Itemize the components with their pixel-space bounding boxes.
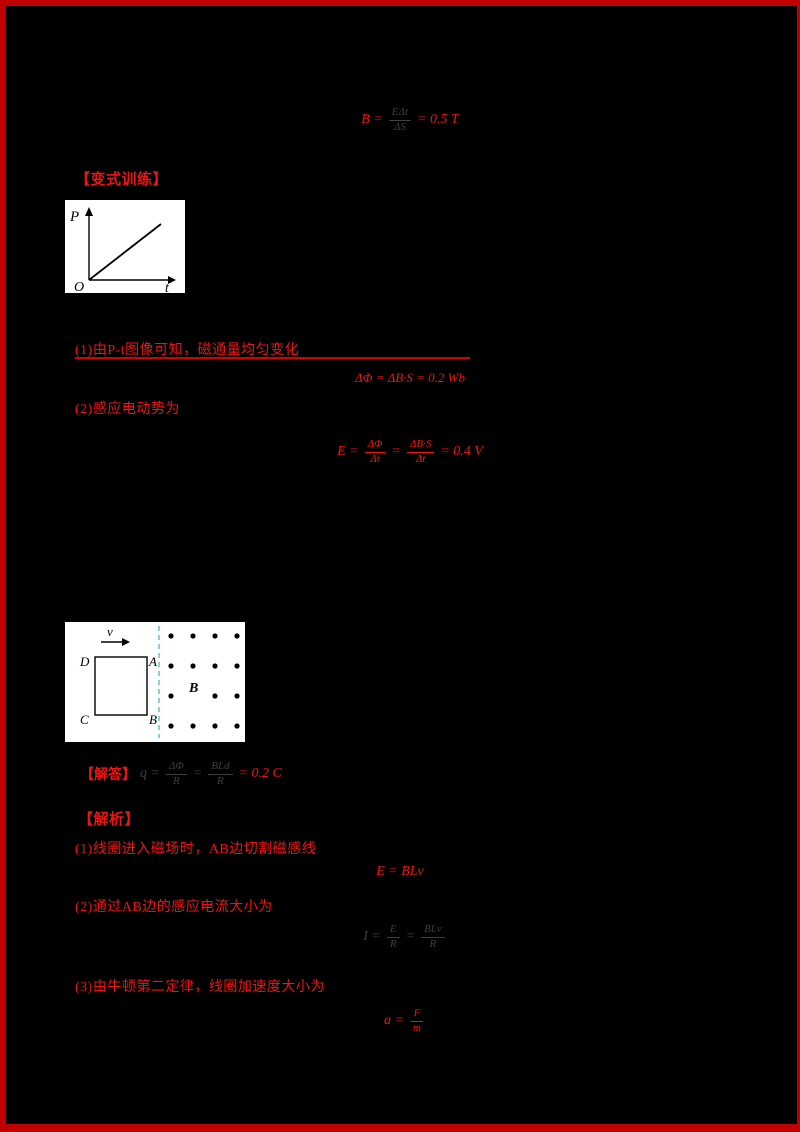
fraction: E R — [385, 923, 402, 950]
fraction-numerator: EΔt — [388, 106, 411, 121]
answer-label: 【解答】 — [80, 768, 136, 783]
formula-flux-change: ΔΦ = ΔB·S = 0.2 Wb — [330, 368, 490, 388]
fraction: ΔB·S Δt — [405, 438, 436, 465]
page-border-top — [0, 0, 800, 6]
fraction-numerator: BLd — [208, 760, 233, 775]
velocity-arrow-head — [122, 638, 130, 646]
corner-label-d: D — [79, 654, 90, 669]
answer-line: 【解答】 q = ΔΦ R = BLd R = 0.2 C — [78, 756, 284, 792]
x-axis-arrow — [168, 276, 176, 284]
corner-label-b: B — [149, 712, 157, 727]
analysis-label: 【解析】 — [78, 812, 141, 828]
section-header: 【变式训练】 — [75, 172, 169, 188]
corner-label-c: C — [80, 712, 89, 727]
formula-lhs: I = — [363, 929, 381, 944]
fraction-denominator: R — [429, 937, 437, 950]
formula-lhs: a = — [384, 1013, 404, 1028]
formula-lhs: q = — [140, 766, 160, 781]
analysis-step2-text: (2)通过AB边的感应电流大小为 — [75, 900, 273, 915]
fraction: ΔΦ R — [164, 760, 189, 787]
fraction-denominator: Δt — [415, 452, 426, 465]
graph-y-label: P — [69, 209, 79, 225]
analysis-step1-text: (1)线圈进入磁场时，AB边切割磁感线 — [75, 842, 317, 857]
fraction-denominator: R — [173, 774, 180, 787]
graph-origin-label: O — [74, 280, 84, 293]
fraction-denominator: ΔS — [393, 120, 406, 133]
y-axis-arrow — [85, 207, 93, 216]
formula-equals: = — [391, 444, 401, 459]
solution-step1-text: (1)由P-t图像可知，磁通量均匀变化 — [75, 343, 300, 358]
fraction: ΔΦ Δt — [363, 438, 388, 465]
corner-label-a: A — [148, 654, 157, 669]
fraction-numerator: BLv — [421, 923, 445, 938]
formula-flux-density: B = EΔt ΔS = 0.5 T — [325, 100, 495, 140]
formula-rhs: = 0.5 T — [417, 112, 459, 127]
formula-equals: = — [192, 766, 203, 781]
fraction-denominator: m — [413, 1021, 421, 1034]
pt-graph-svg: P O t — [69, 207, 176, 296]
coil-field-svg: v D A C B B — [79, 624, 240, 738]
formula-rhs: = 0.4 V — [440, 444, 483, 459]
fraction-numerator: E — [386, 923, 400, 938]
page-border-bottom — [0, 1124, 800, 1132]
fraction-numerator: F — [410, 1007, 424, 1022]
field-dots — [168, 633, 240, 729]
red-underline — [75, 357, 470, 359]
analysis-step3-text: (3)由牛顿第二定律，线圈加速度大小为 — [75, 980, 325, 995]
coil-field-figure: v D A C B B — [65, 622, 245, 742]
formula-emf-blv: E = BLv — [345, 862, 455, 882]
fraction-numerator: ΔΦ — [364, 438, 386, 453]
fraction: F m — [408, 1007, 426, 1034]
fraction: EΔt ΔS — [387, 106, 413, 133]
page-border-left — [0, 0, 6, 1132]
coil-square — [94, 656, 148, 716]
graph-x-label: t — [165, 281, 170, 293]
fraction-denominator: R — [217, 774, 224, 787]
graph-line — [88, 223, 162, 281]
fraction-numerator: ΔΦ — [165, 760, 187, 775]
fraction-denominator: R — [389, 937, 397, 950]
fraction: BLd R — [206, 760, 234, 787]
formula-acceleration: a = F m — [365, 1004, 445, 1038]
formula-text: ΔΦ = ΔB·S = 0.2 Wb — [355, 370, 465, 385]
page-border-right — [797, 0, 800, 1132]
formula-equals: = — [405, 929, 416, 944]
field-label: B — [188, 681, 198, 696]
velocity-label: v — [107, 624, 113, 639]
formula-emf: E = ΔΦ Δt = ΔB·S Δt = 0.4 V — [310, 433, 510, 471]
fraction-denominator: Δt — [370, 452, 380, 465]
fraction: BLv R — [419, 923, 447, 950]
pt-graph-figure: P O t — [65, 200, 185, 296]
fraction-numerator: ΔB·S — [406, 438, 435, 453]
solution-step2-text: (2)感应电动势为 — [75, 402, 180, 417]
formula-current: I = E R = BLv R — [325, 918, 485, 956]
formula-lhs: B = — [361, 112, 383, 127]
formula-lhs: E = — [337, 444, 359, 459]
formula-text: E = BLv — [376, 864, 424, 879]
formula-rhs: = 0.2 C — [238, 766, 282, 781]
